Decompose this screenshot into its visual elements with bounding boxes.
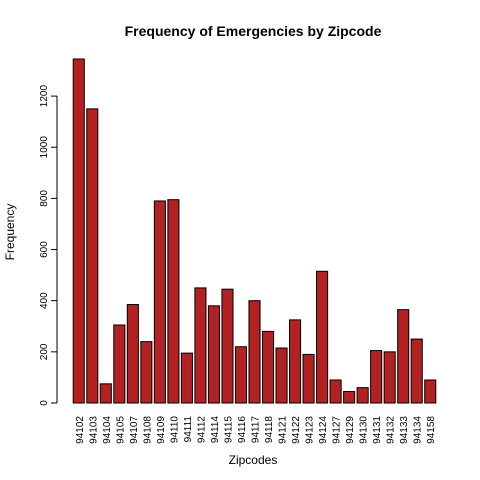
- x-tick-label: 94105: [115, 416, 126, 444]
- x-tick-label: 94121: [278, 416, 289, 444]
- bar-94103: [86, 108, 99, 404]
- y-tick-label: 1200: [39, 85, 50, 108]
- bar-94117: [248, 300, 261, 404]
- bar-94129: [343, 390, 356, 404]
- bar-94122: [289, 319, 302, 404]
- y-tick-label: 200: [39, 343, 50, 360]
- y-axis: 0 200 400 600 800 1000 1200: [39, 85, 58, 406]
- x-tick-label: 94115: [223, 416, 234, 444]
- x-axis-label: Zipcodes: [229, 453, 278, 467]
- x-tick-label: 94133: [399, 416, 410, 444]
- bars: [72, 58, 437, 404]
- y-axis-label: Frequency: [3, 204, 17, 261]
- bar-94107: [126, 304, 139, 404]
- x-tick-label: 94129: [345, 416, 356, 444]
- x-tick-label: 94122: [291, 416, 302, 444]
- bar-94131: [370, 350, 383, 404]
- bar-94124: [316, 270, 329, 404]
- x-tick-label: 94134: [413, 416, 424, 444]
- y-tick-label: 800: [39, 190, 50, 207]
- x-tick-label: 94103: [88, 416, 99, 444]
- bar-94104: [99, 383, 112, 404]
- bar-94130: [356, 387, 369, 404]
- bar-94132: [383, 351, 396, 404]
- x-tick-label: 94111: [183, 416, 194, 443]
- y-tick-label: 1000: [39, 136, 50, 159]
- x-tick-labels: 94102 94103 94104 94105 94107 94108 94109 94110…: [75, 416, 437, 444]
- x-tick-label: 94109: [156, 416, 167, 444]
- bar-94105: [113, 324, 126, 404]
- x-tick-label: 94124: [318, 416, 329, 444]
- x-tick-label: 94110: [169, 416, 180, 444]
- bar-94115: [221, 288, 234, 404]
- x-tick-label: 94102: [75, 416, 86, 444]
- x-tick-label: 94158: [426, 416, 437, 444]
- bar-94158: [424, 379, 437, 404]
- x-tick-label: 94127: [332, 416, 343, 444]
- chart-title: Frequency of Emergencies by Zipcode: [125, 23, 382, 39]
- bar-94108: [140, 341, 153, 404]
- x-tick-label: 94132: [386, 416, 397, 444]
- x-tick-label: 94108: [142, 416, 153, 444]
- bar-94134: [410, 338, 423, 404]
- bar-94102: [72, 58, 85, 404]
- bar-94109: [153, 200, 166, 404]
- bar-94114: [207, 305, 220, 404]
- y-tick-label: 600: [39, 241, 50, 258]
- bar-94127: [329, 379, 342, 404]
- bar-94121: [275, 347, 288, 404]
- x-tick-label: 94107: [129, 416, 140, 444]
- bar-94123: [302, 353, 315, 404]
- bar-94110: [167, 199, 180, 404]
- x-tick-label: 94112: [196, 416, 207, 444]
- x-tick-label: 94104: [102, 416, 113, 444]
- bar-94133: [397, 309, 410, 404]
- bar-94118: [261, 330, 275, 404]
- x-tick-label: 94117: [251, 416, 262, 444]
- y-tick-label: 0: [39, 400, 50, 406]
- x-tick-label: 94130: [359, 416, 370, 444]
- x-tick-label: 94118: [264, 416, 275, 444]
- x-tick-label: 94114: [210, 416, 221, 444]
- bar-94111: [180, 352, 193, 404]
- y-tick-label: 400: [39, 292, 50, 309]
- x-tick-label: 94123: [305, 416, 316, 444]
- x-tick-label: 94131: [372, 416, 383, 444]
- x-tick-label: 94116: [237, 416, 248, 444]
- bar-94112: [194, 287, 207, 404]
- bar-94116: [234, 346, 248, 404]
